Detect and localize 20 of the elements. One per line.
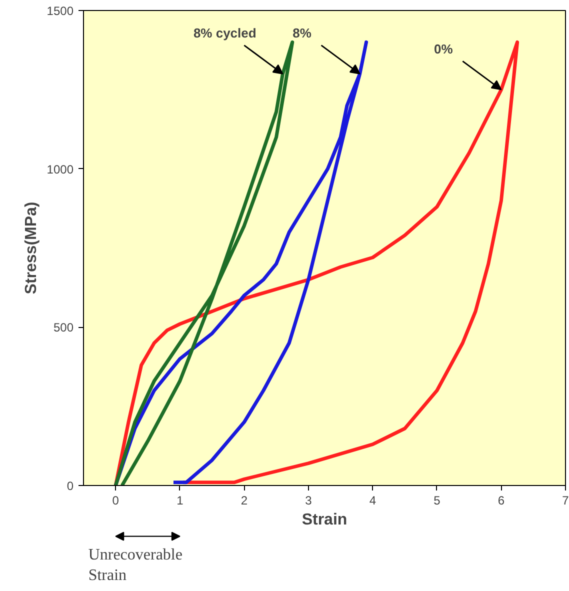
y-axis-title: Stress(MPa)	[22, 202, 40, 294]
x-tick-label: 2	[240, 494, 248, 508]
x-tick-label: 0	[112, 494, 120, 508]
y-tick-label: 1000	[46, 162, 74, 176]
x-tick-label: 4	[369, 494, 376, 508]
line-series	[114, 40, 294, 486]
annotation: 8%	[292, 26, 312, 41]
x-tick-label: 3	[305, 494, 312, 508]
x-tick-label: 7	[562, 494, 569, 508]
x-axis-title: Strain	[302, 512, 348, 528]
x-tick-label: 6	[498, 494, 505, 508]
annotation: 8% cycled	[193, 26, 256, 41]
y-tick-label: 1500	[46, 4, 74, 18]
annotation: 0%	[434, 41, 454, 56]
text: Unrecoverable Strain	[88, 546, 182, 584]
x-tick-label: 5	[434, 494, 441, 508]
y-tick-label: 500	[53, 320, 74, 335]
y-tick-label: 0	[66, 479, 74, 493]
line-series	[114, 40, 520, 486]
x-tick-label: 1	[176, 494, 184, 508]
